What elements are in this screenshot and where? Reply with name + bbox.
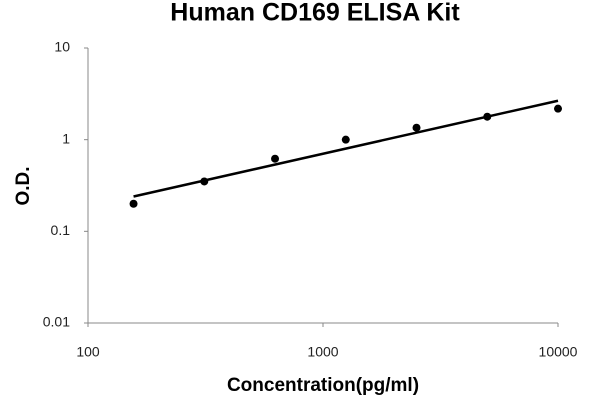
y-tick-label: 10 <box>54 39 70 55</box>
x-tick-label: 10000 <box>539 344 578 360</box>
data-point <box>554 104 562 113</box>
y-tick-label: 1 <box>62 130 70 146</box>
chart-title: Human CD169 ELISA Kit <box>170 0 460 27</box>
data-point <box>271 154 280 163</box>
data-point <box>483 112 492 121</box>
y-axis-label: O.D. <box>13 166 34 205</box>
data-point <box>200 177 209 186</box>
x-tick-label: 1000 <box>307 344 338 360</box>
x-axis-label: Concentration(pg/ml) <box>227 375 419 396</box>
x-tick-label: 100 <box>76 344 100 360</box>
data-point <box>129 199 138 208</box>
y-tick-label: 0.1 <box>51 222 71 238</box>
data-point <box>341 135 350 144</box>
trendline <box>133 99 559 198</box>
data-point <box>412 123 421 132</box>
y-tick-label: 0.01 <box>43 314 70 330</box>
